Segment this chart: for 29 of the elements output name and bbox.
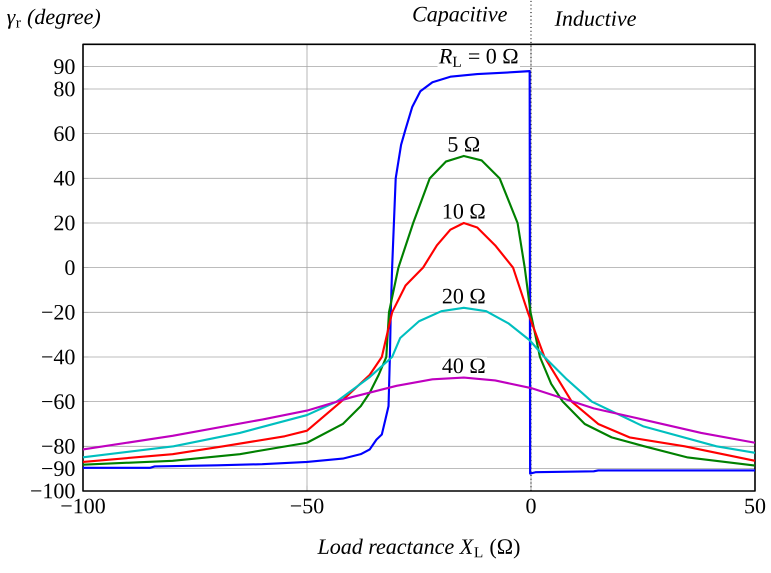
text: Capacitive [413, 6, 507, 26]
y-tick-label: −90 [42, 461, 75, 476]
y-tick-label: 80 [54, 82, 75, 96]
y-tick-label: −80 [42, 438, 75, 454]
series-label: 40 Ω [442, 358, 485, 374]
x-tick-label: 0 [526, 498, 536, 514]
text: Inductive [554, 10, 636, 26]
series-label: 20 Ω [442, 288, 485, 304]
y-tick-label: −40 [42, 350, 75, 364]
x-tick-label: 50 [745, 498, 766, 514]
line-series [82, 222, 756, 464]
y-tick-label: −100 [31, 484, 75, 498]
x-tick-label: −50 [290, 498, 324, 514]
y-tick-label: −20 [42, 304, 75, 320]
x-axis-title: Load reactance X$_{L}$ (Ω) [317, 538, 520, 559]
series-label: R$_{L}$ = 0 Ω [438, 48, 518, 67]
y-tick-label: 90 [54, 59, 75, 74]
y-tick-label: 0 [65, 260, 75, 276]
y-tick-label: −60 [42, 394, 75, 410]
series-label: 10 Ω [444, 204, 485, 219]
series-label: 5 Ω [448, 136, 480, 152]
y-tick-label: 60 [54, 126, 75, 142]
y-axis-title: γ$_{r}$ (degree) [6, 8, 100, 29]
line-series [82, 154, 756, 467]
line-series [82, 376, 756, 451]
line-series [82, 70, 756, 475]
y-tick-label: 20 [54, 216, 75, 230]
y-tick-label: 40 [54, 170, 75, 186]
line-series [82, 306, 756, 458]
